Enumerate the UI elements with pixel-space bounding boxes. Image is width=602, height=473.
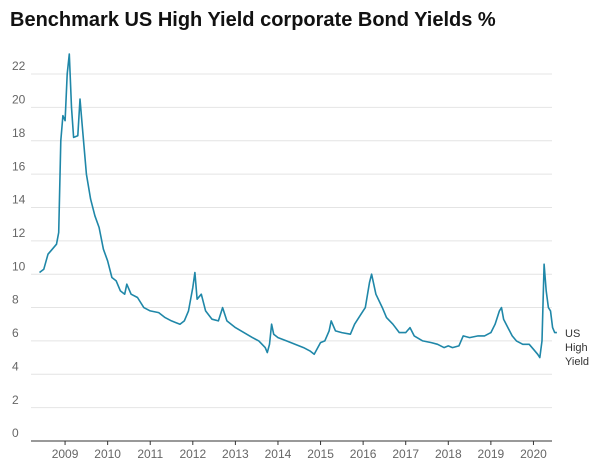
x-tick-label: 2019 [478,447,505,461]
x-tick-label: 2014 [265,447,292,461]
y-tick-label: 18 [12,126,26,140]
x-tick-label: 2016 [350,447,377,461]
x-tick-label: 2018 [435,447,462,461]
y-tick-label: 4 [12,359,19,373]
series-label: US High Yield [565,328,590,368]
x-tick-label: 2015 [307,447,334,461]
x-tick-label: 2010 [94,447,121,461]
x-tick-label: 2013 [222,447,249,461]
y-tick-label: 2 [12,393,19,407]
y-tick-label: 16 [12,159,26,173]
y-tick-label: 20 [12,93,26,107]
y-tick-label: 22 [12,59,26,73]
x-tick-label: 2009 [52,447,79,461]
y-tick-label: 10 [12,259,26,273]
x-tick-label: 2012 [179,447,206,461]
chart-title: Benchmark US High Yield corporate Bond Y… [10,9,496,31]
y-tick-label: 6 [12,326,19,340]
y-tick-label: 0 [12,426,19,440]
y-tick-label: 14 [12,193,26,207]
x-tick-label: 2020 [520,447,547,461]
x-tick-label: 2017 [392,447,419,461]
line [39,53,557,359]
y-tick-label: 8 [12,293,19,307]
x-tick-label: 2011 [137,447,163,461]
y-tick-label: 12 [12,226,26,240]
